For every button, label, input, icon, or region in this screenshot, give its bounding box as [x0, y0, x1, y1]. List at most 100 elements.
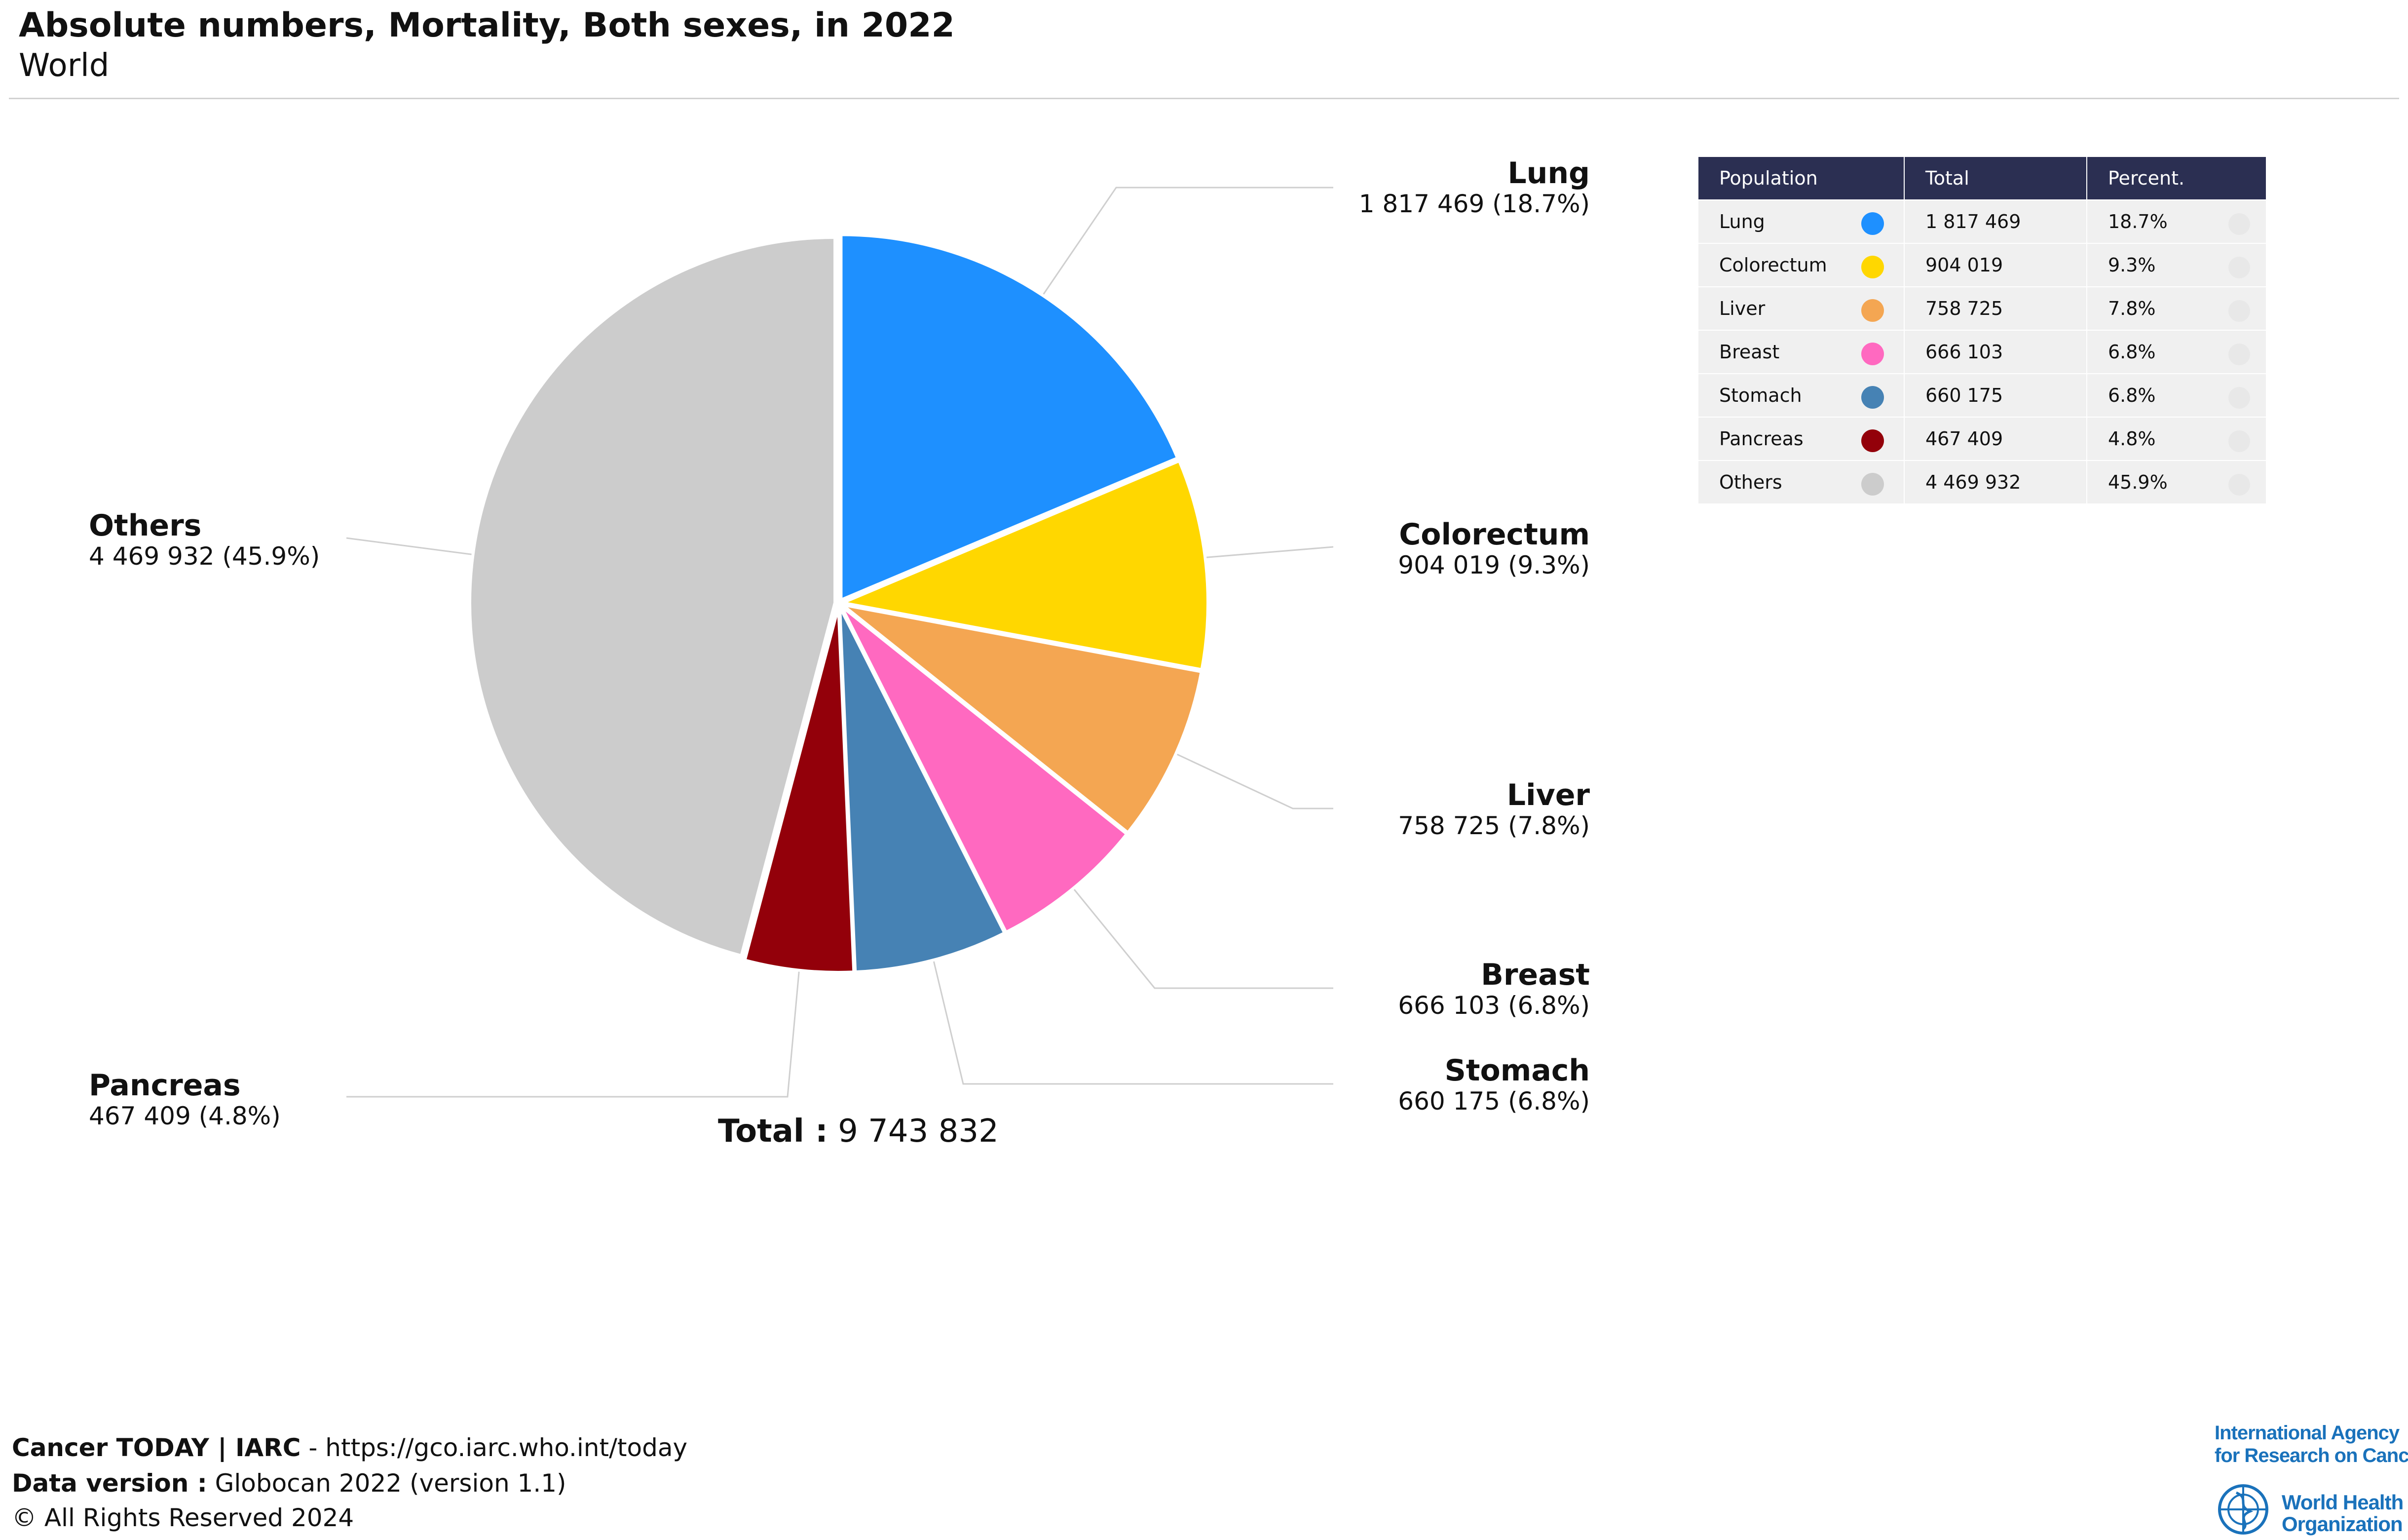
percent-value: 18.7% — [2108, 211, 2168, 232]
table-row[interactable]: Breast 666 103 6.8% — [1698, 330, 2266, 374]
cell-total: 4 469 932 — [1904, 460, 2087, 503]
cell-population: Liver — [1698, 286, 1904, 330]
footer-source: Cancer TODAY | IARC - https://gco.iarc.w… — [12, 1433, 687, 1462]
slice-label-name: Others — [89, 508, 202, 543]
who-emblem-icon — [2218, 1484, 2268, 1535]
header-divider — [9, 98, 2399, 99]
pie-slice-breast[interactable] — [840, 605, 1129, 934]
connector-stomach — [933, 960, 1333, 1085]
pie-slice-stomach[interactable] — [838, 605, 1006, 974]
slice-label-value: 758 725 (7.8%) — [1398, 811, 1590, 841]
cell-population: Stomach — [1698, 373, 1904, 417]
percent-value: 9.3% — [2108, 254, 2156, 276]
slice-label-lung: Lung 1 817 469 (18.7%) — [1358, 156, 1590, 219]
table-row[interactable]: Others 4 469 932 45.9% — [1698, 460, 2266, 503]
population-name: Lung — [1719, 211, 1765, 232]
legend-color-dot — [1861, 256, 1884, 278]
pie-slice-lung[interactable] — [839, 233, 1179, 602]
table-body: Lung 1 817 469 18.7% Colorectum 904 019 9.3% L… — [1698, 199, 2266, 503]
legend-color-dot — [1861, 473, 1884, 496]
toggle-circle-icon[interactable] — [2228, 257, 2250, 278]
table-row[interactable]: Liver 758 725 7.8% — [1698, 286, 2266, 330]
slice-label-name: Colorectum — [1399, 517, 1590, 552]
population-name: Breast — [1719, 341, 1780, 363]
population-name: Colorectum — [1719, 254, 1827, 276]
pie-slice-others[interactable] — [468, 235, 837, 958]
slice-label-name: Lung — [1507, 156, 1590, 191]
cell-total: 904 019 — [1904, 243, 2087, 287]
cell-total: 666 103 — [1904, 330, 2087, 374]
population-name: Pancreas — [1719, 428, 1804, 450]
table-row[interactable]: Lung 1 817 469 18.7% — [1698, 199, 2266, 243]
slice-label-value: 904 019 (9.3%) — [1398, 551, 1590, 580]
pie-slice-pancreas[interactable] — [743, 605, 856, 974]
slice-label-colorectum: Colorectum 904 019 (9.3%) — [1398, 518, 1590, 579]
label-connectors — [346, 187, 1334, 1098]
total-label: Total : 9 743 832 — [718, 1113, 999, 1150]
slice-label-name: Stomach — [1444, 1053, 1590, 1088]
table-row[interactable]: Stomach 660 175 6.8% — [1698, 373, 2266, 417]
table-row[interactable]: Colorectum 904 019 9.3% — [1698, 243, 2266, 287]
slice-label-stomach: Stomach 660 175 (6.8%) — [1398, 1054, 1590, 1115]
legend-color-dot — [1861, 212, 1884, 235]
toggle-circle-icon[interactable] — [2228, 430, 2250, 452]
iarc-logo: International Agency for Research on Can… — [2215, 1422, 2408, 1467]
cell-percent: 9.3% — [2086, 243, 2266, 287]
footer-version-label: Data version : — [12, 1469, 207, 1498]
table-row[interactable]: Pancreas 467 409 4.8% — [1698, 417, 2266, 461]
population-name: Liver — [1719, 298, 1766, 319]
header-population[interactable]: Population — [1698, 157, 1904, 200]
slice-label-value: 660 175 (6.8%) — [1398, 1087, 1590, 1116]
cell-population: Others — [1698, 460, 1904, 503]
legend-color-dot — [1861, 429, 1884, 452]
cell-population: Colorectum — [1698, 243, 1904, 287]
chart-title: Absolute numbers, Mortality, Both sexes,… — [19, 6, 955, 45]
total-caption: Total : — [718, 1113, 828, 1150]
slice-label-value: 4 469 932 (45.9%) — [89, 542, 320, 571]
percent-value: 6.8% — [2108, 341, 2156, 363]
cell-percent: 45.9% — [2086, 460, 2266, 503]
cell-total: 758 725 — [1904, 286, 2087, 330]
percent-value: 4.8% — [2108, 428, 2156, 450]
slice-label-pancreas: Pancreas 467 409 (4.8%) — [89, 1069, 281, 1130]
footer-copyright: © All Rights Reserved 2024 — [12, 1503, 354, 1532]
population-name: Others — [1719, 471, 1782, 493]
toggle-circle-icon[interactable] — [2228, 300, 2250, 322]
slice-label-breast: Breast 666 103 (6.8%) — [1398, 958, 1590, 1020]
pie-slice-colorectum[interactable] — [841, 459, 1209, 671]
legend-color-dot — [1861, 299, 1884, 322]
connector-colorectum — [1202, 546, 1334, 559]
header-percent[interactable]: Percent. — [2086, 157, 2266, 200]
percent-value: 45.9% — [2108, 471, 2168, 493]
slice-label-name: Pancreas — [89, 1068, 241, 1103]
who-logo-text: World Health Organization — [2282, 1491, 2404, 1535]
cell-percent: 6.8% — [2086, 373, 2266, 417]
toggle-circle-icon[interactable] — [2228, 387, 2250, 409]
header-total[interactable]: Total — [1904, 157, 2087, 200]
connector-pancreas — [346, 967, 800, 1098]
slice-label-value: 1 817 469 (18.7%) — [1358, 190, 1590, 219]
percent-value: 6.8% — [2108, 385, 2156, 406]
chart-subtitle: World — [19, 47, 110, 84]
slice-label-name: Breast — [1481, 958, 1590, 992]
toggle-circle-icon[interactable] — [2228, 213, 2250, 235]
total-value: 9 743 832 — [838, 1113, 999, 1150]
population-name: Stomach — [1719, 385, 1802, 406]
connector-lung — [1041, 187, 1333, 297]
cell-total: 660 175 — [1904, 373, 2087, 417]
footer-version: Data version : Globocan 2022 (version 1.… — [12, 1469, 566, 1498]
toggle-circle-icon[interactable] — [2228, 344, 2250, 365]
cell-total: 467 409 — [1904, 417, 2087, 461]
connector-breast — [1071, 886, 1333, 989]
footer-source-url[interactable]: - https://gco.iarc.who.int/today — [301, 1433, 688, 1462]
legend-color-dot — [1861, 386, 1884, 409]
footer-version-value: Globocan 2022 (version 1.1) — [207, 1469, 566, 1498]
slice-label-value: 666 103 (6.8%) — [1398, 991, 1590, 1020]
slice-label-value: 467 409 (4.8%) — [89, 1102, 281, 1131]
who-logo-line1: World Health — [2282, 1491, 2404, 1514]
pie-slice-liver[interactable] — [841, 603, 1203, 834]
toggle-circle-icon[interactable] — [2228, 474, 2250, 496]
table-header-row: Population Total Percent. — [1698, 157, 2266, 200]
connector-liver — [1170, 750, 1333, 809]
